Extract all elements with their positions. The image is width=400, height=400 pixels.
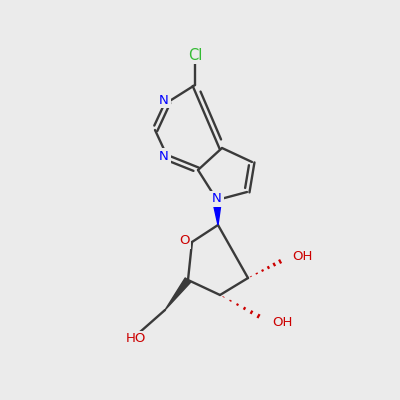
Text: O: O: [179, 234, 189, 248]
Text: OH: OH: [292, 250, 312, 264]
Text: Cl: Cl: [188, 48, 202, 62]
Text: N: N: [212, 192, 222, 206]
Polygon shape: [212, 200, 222, 225]
Text: OH: OH: [272, 316, 292, 328]
Text: HO: HO: [126, 332, 146, 346]
Text: N: N: [159, 94, 169, 106]
Text: N: N: [159, 150, 169, 162]
Polygon shape: [165, 278, 191, 310]
